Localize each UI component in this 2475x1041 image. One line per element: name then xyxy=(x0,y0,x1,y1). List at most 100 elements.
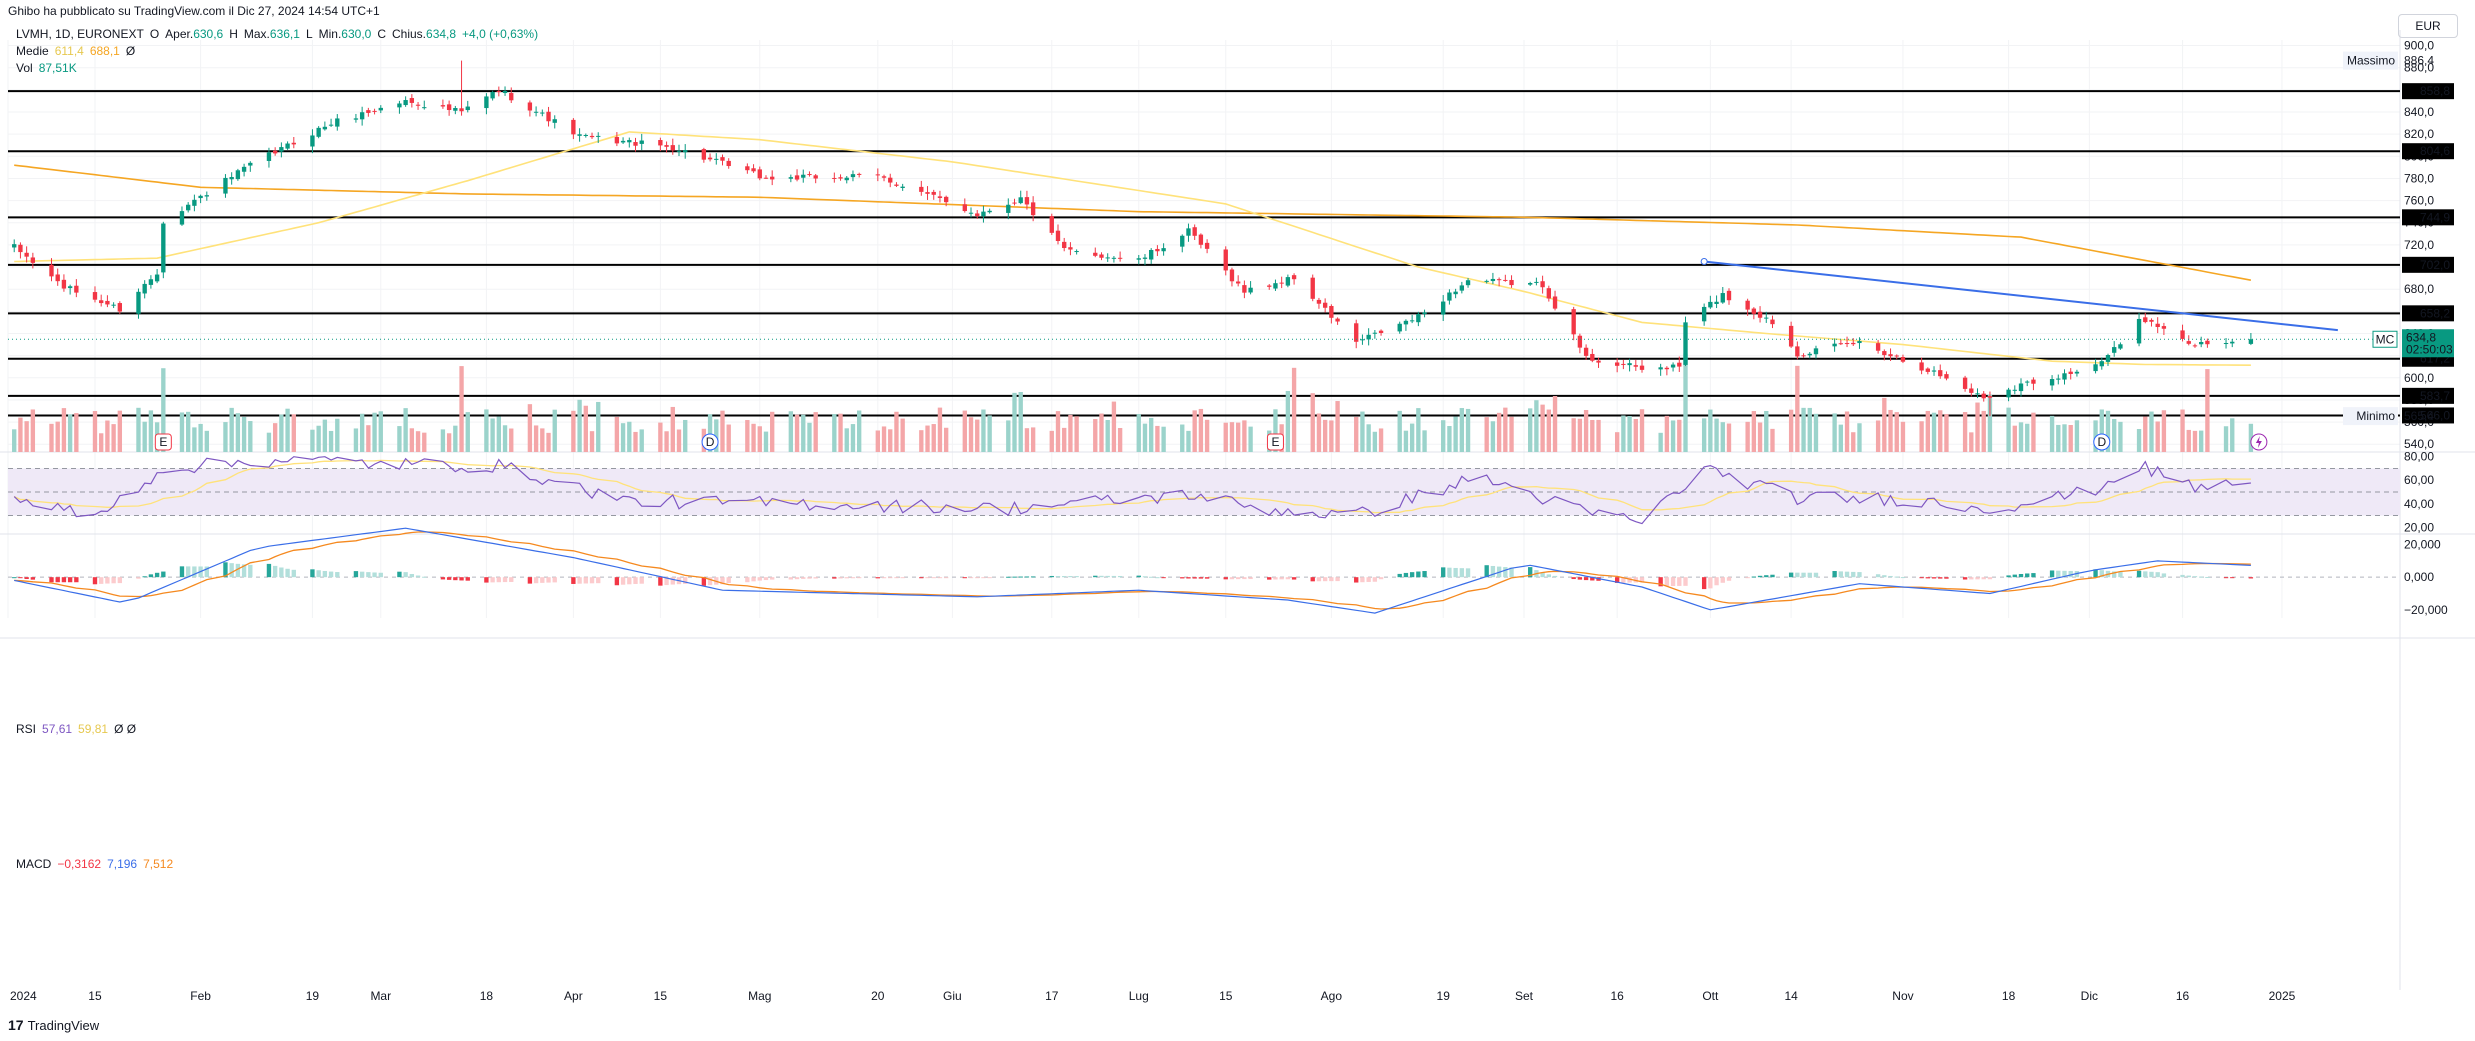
x-tick-label: 15 xyxy=(1219,989,1233,1003)
candle-body xyxy=(291,142,296,145)
candle-body xyxy=(1062,241,1067,249)
candle-body xyxy=(1496,279,1502,281)
candle-body xyxy=(2192,345,2198,347)
tradingview-logo[interactable]: 17 TradingView xyxy=(8,1017,99,1033)
candle-body xyxy=(1658,367,1663,370)
candle-body xyxy=(714,158,719,160)
volume-bar xyxy=(378,411,383,452)
volume-bar xyxy=(1875,420,1881,452)
volume-bar xyxy=(111,424,116,452)
macd-hist-bar xyxy=(61,577,67,583)
candle-body xyxy=(266,152,272,161)
currency-button[interactable]: EUR xyxy=(2398,14,2458,38)
candle-body xyxy=(1322,302,1328,308)
rsi-tick-label: 80,00 xyxy=(2404,450,2434,464)
level-price-tag xyxy=(2402,209,2454,226)
macd-hist-bar xyxy=(1204,577,1210,579)
legend-open-label: Aper. xyxy=(165,27,194,41)
volume-bar xyxy=(1496,412,1502,452)
volume-bar xyxy=(975,419,980,452)
candle-body xyxy=(1366,334,1371,340)
volume-bar xyxy=(962,410,967,452)
volume-bar xyxy=(2143,416,2148,452)
level-price-label: 583,7 xyxy=(2420,389,2450,403)
volume-bar xyxy=(1546,409,1551,452)
volume-bar xyxy=(2062,424,2067,452)
macd-hist-bar xyxy=(1614,577,1620,583)
candle-body xyxy=(186,204,191,211)
candle-body xyxy=(154,274,160,282)
macd-hist-bar xyxy=(453,577,458,581)
macd-hist-bar xyxy=(229,563,234,578)
volume-bar xyxy=(2136,429,2142,452)
volume-bar xyxy=(1273,409,1278,452)
volume-bar xyxy=(2105,410,2111,452)
candle-body xyxy=(1571,309,1576,335)
candle-body xyxy=(1614,362,1620,366)
macd-hist-bar xyxy=(1180,577,1185,579)
candle-body xyxy=(1136,258,1141,260)
macd-hist-bar xyxy=(1329,577,1334,582)
candle-body xyxy=(1285,277,1291,286)
volume-bar xyxy=(1447,426,1452,452)
candle-body xyxy=(229,177,234,180)
candle-body xyxy=(2199,342,2204,345)
legend-volume[interactable]: Vol 87,51K xyxy=(16,61,77,75)
macd-hist-bar xyxy=(1155,577,1160,579)
legend-symbol[interactable]: LVMH, 1D, EURONEXT xyxy=(16,27,144,41)
level-price-tag xyxy=(2402,387,2454,404)
volume-bar xyxy=(2025,423,2030,452)
macd-hist-bar xyxy=(1720,577,1725,583)
volume-bar xyxy=(1807,407,1812,452)
x-tick-label: 18 xyxy=(480,989,494,1003)
macd-hist-bar xyxy=(1335,577,1340,582)
candle-body xyxy=(12,244,17,248)
candle-body xyxy=(1770,319,1775,325)
volume-bar xyxy=(446,433,452,452)
volume-bar xyxy=(1851,432,1856,452)
macd-hist-bar xyxy=(30,577,36,580)
candle-body xyxy=(633,142,638,146)
candle-body xyxy=(1267,285,1272,287)
volume-bar xyxy=(55,421,60,452)
y-tick-label: 900,0 xyxy=(2404,39,2434,53)
macd-hist-bar xyxy=(2143,571,2148,578)
candle-body xyxy=(1708,301,1713,308)
macd-hist-bar xyxy=(1664,577,1670,587)
macd-hist-bar xyxy=(533,577,539,584)
volume-bar xyxy=(1242,420,1247,452)
volume-bar xyxy=(1142,423,1148,452)
candle-body xyxy=(2230,341,2235,344)
candle-body xyxy=(142,283,147,294)
candle-body xyxy=(1403,320,1409,325)
candle-body xyxy=(1677,362,1682,367)
candle-body xyxy=(1969,388,1974,393)
candle-body xyxy=(2180,330,2185,339)
volume-bar xyxy=(540,428,545,452)
candle-body xyxy=(1931,370,1937,372)
candle-body xyxy=(850,174,856,178)
candle-body xyxy=(440,105,446,107)
legend-macd[interactable]: MACD −0,3162 7,196 7,512 xyxy=(16,857,173,871)
volume-bar xyxy=(1105,419,1110,452)
macd-hist-bar xyxy=(1291,577,1297,580)
volume-bar xyxy=(1888,409,1893,452)
macd-hist-bar xyxy=(1285,577,1291,580)
candle-body xyxy=(1875,343,1881,351)
volume-bar xyxy=(1788,409,1794,452)
earnings-marker xyxy=(154,433,172,451)
volume-bar xyxy=(366,425,371,452)
macd-hist-bar xyxy=(18,577,23,579)
candle-body xyxy=(285,143,290,149)
volume-bar xyxy=(1919,421,1924,452)
macd-hist-bar xyxy=(1484,565,1489,578)
legend-close-label: Chius. xyxy=(392,27,427,41)
legend-ma[interactable]: Medie 611,4 688,1 Ø xyxy=(16,44,135,58)
moving-averages xyxy=(14,131,2252,366)
macd-hist-bar xyxy=(1987,577,1993,580)
volume-bar xyxy=(223,422,228,452)
legend-rsi[interactable]: RSI 57,61 59,81 Ø Ø xyxy=(16,722,136,736)
macd-hist-bar xyxy=(1055,576,1061,578)
